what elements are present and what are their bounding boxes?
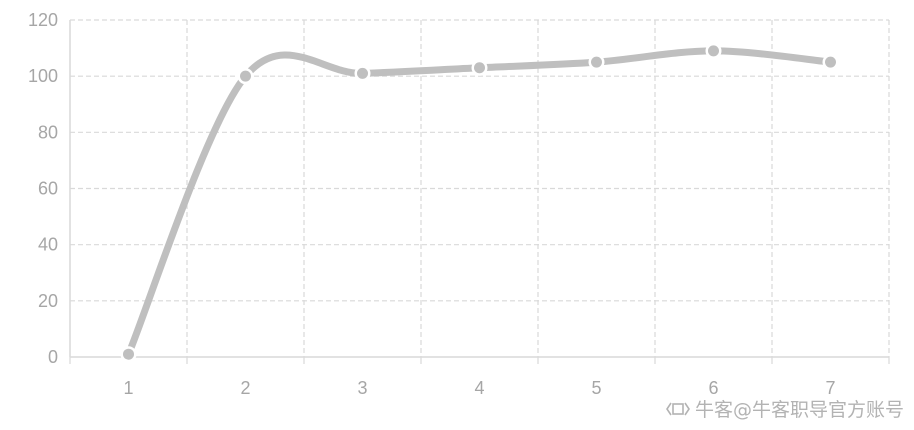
series-line bbox=[125, 47, 834, 358]
axes bbox=[69, 20, 890, 364]
y-tick-label: 60 bbox=[38, 179, 58, 199]
data-point bbox=[708, 45, 719, 57]
x-tick-labels: 1 2 3 4 5 6 7 bbox=[123, 378, 835, 398]
data-point bbox=[240, 70, 251, 82]
x-tick-label: 3 bbox=[357, 378, 367, 398]
watermark: 牛客@牛客职导官方账号 bbox=[665, 395, 904, 422]
y-tick-label: 100 bbox=[28, 66, 58, 86]
data-point bbox=[357, 67, 368, 79]
data-point bbox=[825, 56, 836, 68]
grid-lines bbox=[70, 19, 890, 357]
x-tick-label: 2 bbox=[240, 378, 250, 398]
data-point bbox=[123, 348, 134, 360]
watermark-text: 牛客@牛客职导官方账号 bbox=[694, 399, 904, 421]
data-point bbox=[474, 62, 485, 74]
x-tick-label: 6 bbox=[708, 378, 718, 398]
x-tick-label: 1 bbox=[123, 378, 133, 398]
y-tick-label: 20 bbox=[38, 291, 58, 311]
watermark-logo-icon bbox=[666, 402, 690, 416]
y-tick-label: 0 bbox=[48, 347, 58, 367]
x-tick-label: 4 bbox=[474, 378, 484, 398]
x-tick-label: 7 bbox=[825, 378, 835, 398]
y-tick-label: 80 bbox=[38, 122, 58, 142]
y-tick-label: 120 bbox=[28, 10, 58, 30]
y-tick-labels: 0 20 40 60 80 100 120 bbox=[28, 10, 58, 367]
x-tick-label: 5 bbox=[591, 378, 601, 398]
series-group bbox=[120, 42, 839, 363]
data-point bbox=[591, 56, 602, 68]
y-tick-label: 40 bbox=[38, 235, 58, 255]
